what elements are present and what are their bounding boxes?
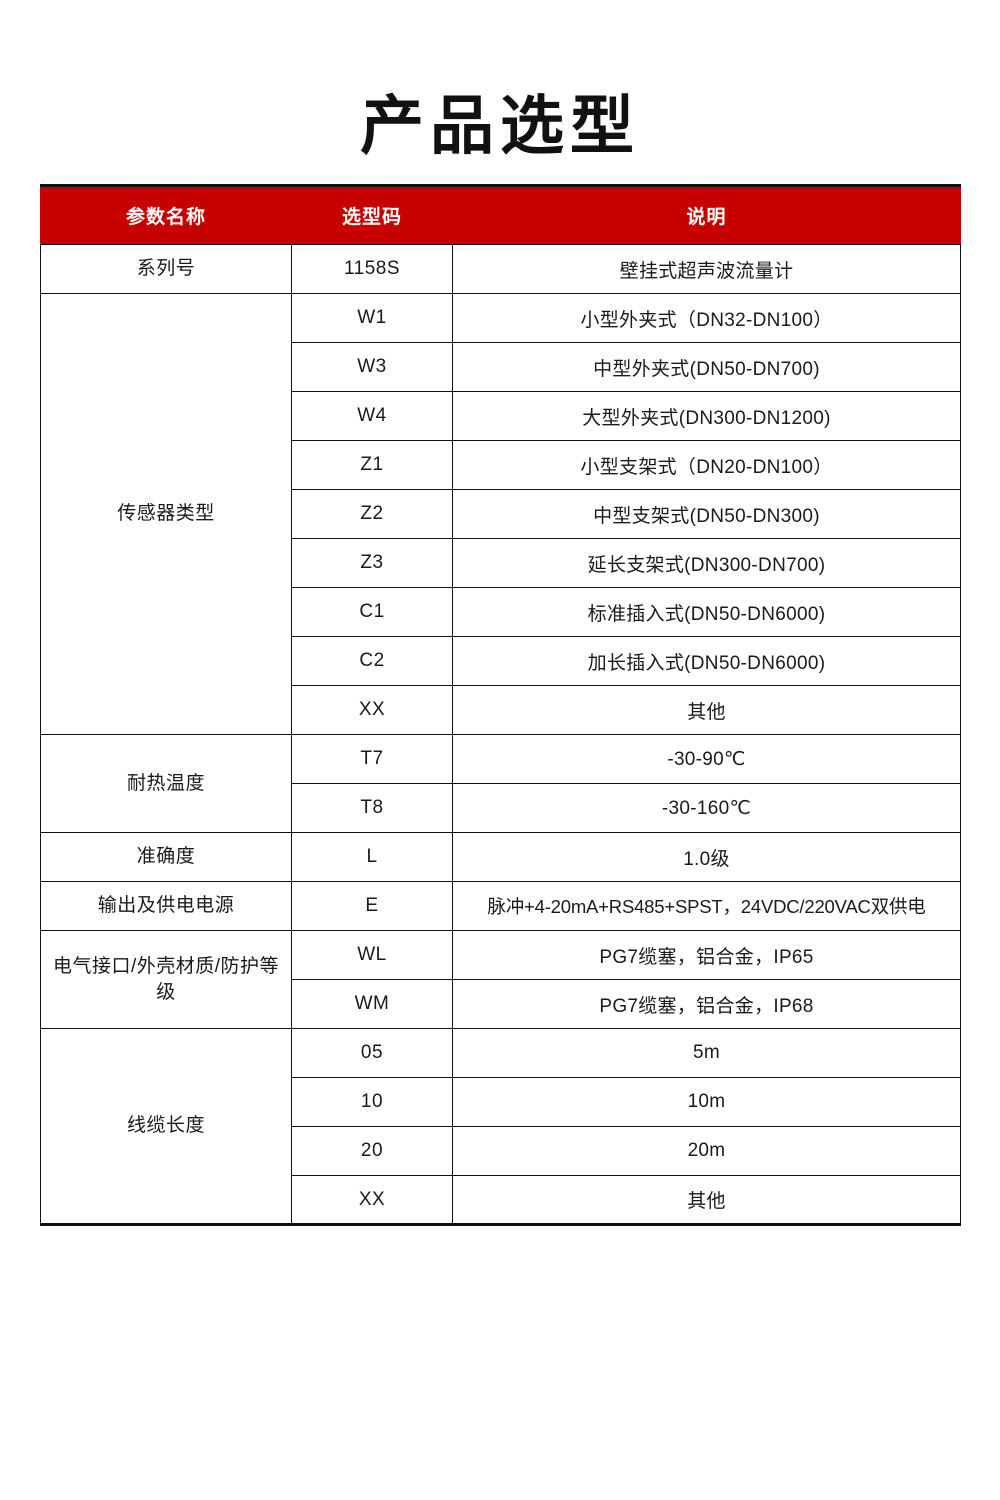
selection-code-cell: T8 — [291, 783, 453, 833]
selection-code-cell: W4 — [291, 391, 453, 441]
selection-code-cell: T7 — [291, 734, 453, 784]
table-header: 参数名称 选型码 说明 — [40, 185, 961, 245]
selection-code-cell: XX — [291, 685, 453, 735]
parameter-name-cell: 系列号 — [40, 244, 292, 294]
table-row: 输出及供电电源 E 脉冲+4-20mA+RS485+SPST，24VDC/220VA… — [40, 881, 961, 931]
selection-code-cell: WL — [291, 930, 453, 980]
selection-code-cell: L — [291, 832, 453, 882]
selection-code-cell: 10 — [291, 1077, 453, 1127]
table-body: 系列号 1158S 壁挂式超声波流量计 传感器类型 W1 小型外夹式（DN32-DN100… — [40, 244, 961, 1225]
selection-code-cell: Z3 — [291, 538, 453, 588]
table-row: W3 中型外夹式(DN50-DN700) — [41, 342, 961, 392]
column-header-description: 说明 — [452, 185, 961, 245]
description-cell: PG7缆塞，铝合金，IP65 — [452, 930, 961, 980]
parameter-name-cell: 传感器类型 — [40, 293, 292, 735]
table-row: Z1 小型支架式（DN20-DN100） — [41, 440, 961, 490]
spec-table-container: 参数名称 选型码 说明 系列号 1158S 壁挂式超声波流量计 传感器类型 W1 小型外夹… — [40, 184, 961, 1226]
parameter-name-cell: 耐热温度 — [40, 734, 292, 833]
table-row: WM PG7缆塞，铝合金，IP68 — [41, 979, 961, 1029]
description-cell: 中型外夹式(DN50-DN700) — [452, 342, 961, 392]
selection-code-cell: Z2 — [291, 489, 453, 539]
description-cell: 10m — [452, 1077, 961, 1127]
description-cell: 加长插入式(DN50-DN6000) — [452, 636, 961, 686]
table-row: C2 加长插入式(DN50-DN6000) — [41, 636, 961, 686]
description-cell: -30-160℃ — [452, 783, 961, 833]
table-row: 10 10m — [41, 1077, 961, 1127]
table-row: 线缆长度 05 5m — [40, 1028, 961, 1225]
table-row: 电气接口/外壳材质/防护等级 WL PG7缆塞，铝合金，IP65 — [40, 930, 961, 1029]
description-cell: 1.0级 — [452, 832, 961, 882]
selection-code-cell: W3 — [291, 342, 453, 392]
description-cell: 20m — [452, 1126, 961, 1176]
table-row: 耐热温度 T7 -30-90℃ — [40, 734, 961, 833]
table-row: C1 标准插入式(DN50-DN6000) — [41, 587, 961, 637]
description-cell: 小型外夹式（DN32-DN100） — [452, 293, 961, 343]
table-row: 准确度 L 1.0级 — [40, 832, 961, 882]
description-cell: 大型外夹式(DN300-DN1200) — [452, 391, 961, 441]
table-row: W4 大型外夹式(DN300-DN1200) — [41, 391, 961, 441]
selection-code-cell: WM — [291, 979, 453, 1029]
parameter-name-cell: 输出及供电电源 — [40, 881, 292, 931]
description-cell: 其他 — [452, 685, 961, 735]
description-cell: 标准插入式(DN50-DN6000) — [452, 587, 961, 637]
selection-code-cell: 05 — [291, 1028, 453, 1078]
selection-code-cell: E — [291, 881, 453, 931]
description-cell: 壁挂式超声波流量计 — [452, 244, 961, 294]
selection-code-cell: 20 — [291, 1126, 453, 1176]
column-header-parameter-name: 参数名称 — [40, 185, 292, 245]
table-row: XX 其他 — [41, 685, 961, 735]
description-cell: 其他 — [452, 1175, 961, 1225]
selection-code-cell: Z1 — [291, 440, 453, 490]
description-cell: PG7缆塞，铝合金，IP68 — [452, 979, 961, 1029]
product-selection-table: 参数名称 选型码 说明 系列号 1158S 壁挂式超声波流量计 传感器类型 W1 小型外夹… — [40, 184, 961, 1226]
parameter-name-cell: 准确度 — [40, 832, 292, 882]
page-title: 产品选型 — [360, 89, 640, 162]
description-cell: 延长支架式(DN300-DN700) — [452, 538, 961, 588]
table-row: 传感器类型 W1 小型外夹式（DN32-DN100） — [40, 293, 961, 735]
table-header-row: 参数名称 选型码 说明 — [40, 185, 961, 245]
selection-code-cell: XX — [291, 1175, 453, 1225]
description-cell: -30-90℃ — [452, 734, 961, 784]
parameter-name-cell: 线缆长度 — [40, 1028, 292, 1225]
selection-code-cell: 1158S — [291, 244, 453, 294]
table-row: 20 20m — [41, 1126, 961, 1176]
selection-code-cell: C2 — [291, 636, 453, 686]
description-cell: 5m — [452, 1028, 961, 1078]
table-row: Z3 延长支架式(DN300-DN700) — [41, 538, 961, 588]
description-cell: 脉冲+4-20mA+RS485+SPST，24VDC/220VAC双供电 — [452, 881, 961, 931]
column-header-selection-code: 选型码 — [291, 185, 453, 245]
table-row: XX 其他 — [41, 1175, 961, 1225]
table-row: Z2 中型支架式(DN50-DN300) — [41, 489, 961, 539]
description-cell: 中型支架式(DN50-DN300) — [452, 489, 961, 539]
table-row: 系列号 1158S 壁挂式超声波流量计 — [40, 244, 961, 294]
parameter-name-cell: 电气接口/外壳材质/防护等级 — [40, 930, 292, 1029]
description-cell: 小型支架式（DN20-DN100） — [452, 440, 961, 490]
selection-code-cell: C1 — [291, 587, 453, 637]
selection-code-cell: W1 — [291, 293, 453, 343]
